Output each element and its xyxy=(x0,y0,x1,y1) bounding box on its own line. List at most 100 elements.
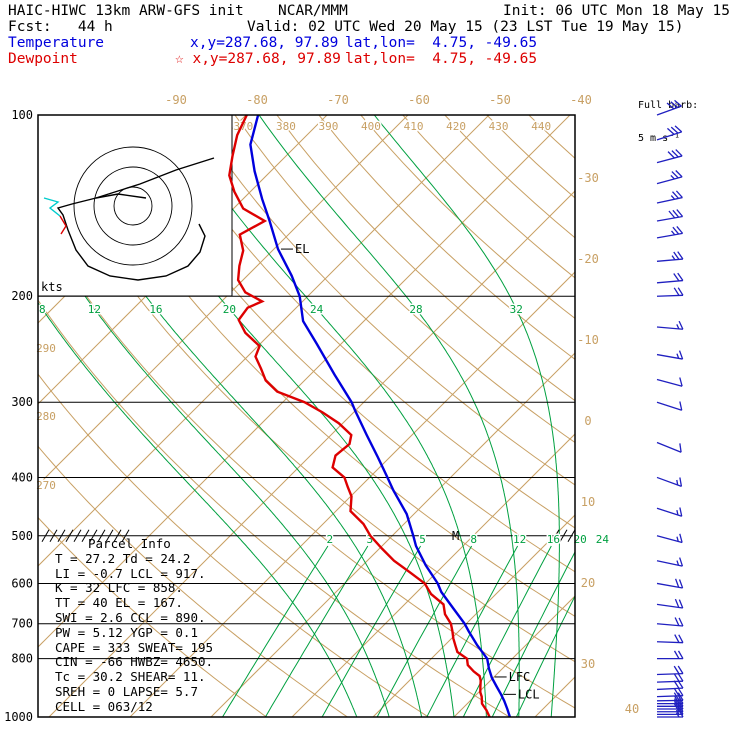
isotherm-label-right: 20 xyxy=(581,576,595,590)
moist-adiabat-label: 20 xyxy=(223,303,236,316)
moist-adiabat-line xyxy=(38,223,390,717)
wind-barb xyxy=(656,209,684,222)
isotherm-label-top: -60 xyxy=(408,93,430,107)
dry-adiabat-label: 440 xyxy=(531,120,551,133)
wind-barb xyxy=(657,700,684,710)
moist-adiabat-label: 32 xyxy=(510,303,523,316)
isotherm-line xyxy=(534,676,575,717)
mixing-ratio-line xyxy=(515,595,575,717)
mixing-ratio-label: 2 xyxy=(327,533,334,546)
pressure-tick-label: 800 xyxy=(11,652,33,666)
wind-barb xyxy=(657,695,684,705)
dewpoint-legend: Dewpoint xyxy=(8,51,78,67)
barb-legend-line2: 5 m s⁻¹ xyxy=(638,133,681,144)
isotherm-line xyxy=(210,352,575,717)
moist-adiabat-label: 8 xyxy=(39,303,46,316)
isotherm-label-top: -90 xyxy=(165,93,187,107)
valid-time: Valid: 02 UTC Wed 20 May 15 (23 LST Tue … xyxy=(247,19,684,35)
wind-barb xyxy=(656,190,683,204)
parcel-row: TT = 40 EL = 167. xyxy=(55,595,183,611)
dry-adiabat-label: 280 xyxy=(36,410,56,423)
dry-adiabat-line xyxy=(360,115,575,320)
dry-adiabat-line xyxy=(38,516,268,717)
isotherm-label-right: 30 xyxy=(581,657,595,671)
dry-adiabat-line xyxy=(38,373,430,717)
isotherm-line xyxy=(453,595,575,717)
mixing-ratio-label: 5 xyxy=(419,533,426,546)
moist-adiabat-label: 28 xyxy=(409,303,422,316)
wind-barb xyxy=(657,708,684,718)
init-time: Init: 06 UTC Mon 18 May 15 xyxy=(503,3,730,19)
isotherm-label-top: -70 xyxy=(327,93,349,107)
cursor-xy-temperature: x,y=287.68, 97.89 xyxy=(190,35,339,51)
parcel-info-rows: T = 27.2 Td = 24.2 LI = -0.7 LCL = 917. K … xyxy=(55,551,214,715)
hodograph-ring xyxy=(113,186,153,226)
parcel-row: CIN = -66 HWBZ= 4650. xyxy=(55,654,214,670)
wind-barb xyxy=(656,578,684,589)
dry-adiabat-line xyxy=(38,140,575,663)
dry-adiabat-line xyxy=(528,115,575,159)
parcel-row: Tc = 30.2 SHEAR= 11. xyxy=(55,669,206,685)
wind-barb xyxy=(656,272,684,284)
parcel-row: LI = -0.7 LCL = 917. xyxy=(55,565,206,581)
cursor-xy-dewpoint: ☆ x,y=287.68, 97.89 xyxy=(175,51,341,67)
dry-adiabat-label: 380 xyxy=(276,120,296,133)
wind-barb xyxy=(657,703,684,713)
hodograph-trace xyxy=(56,193,206,281)
dry-adiabat-label: 270 xyxy=(36,479,56,492)
isotherm-label-right: 0 xyxy=(584,414,591,428)
mixing-ratio-line xyxy=(264,545,369,717)
moist-adiabat-line xyxy=(38,301,358,717)
temperature-curve xyxy=(249,115,512,717)
wind-barb xyxy=(657,698,684,707)
dry-adiabat-label: 400 xyxy=(361,120,381,133)
isotherm-label-right: 10 xyxy=(581,495,595,509)
isotherm-label-right: 40 xyxy=(625,702,639,716)
isotherm-label-right: -20 xyxy=(577,252,599,266)
mixing-ratio-line xyxy=(426,545,519,717)
moist-adiabat-line xyxy=(373,115,560,717)
wind-barb xyxy=(656,476,683,487)
wind-barb xyxy=(657,650,684,660)
center-label: NCAR/MMM xyxy=(278,3,348,19)
el-marker: EL xyxy=(295,242,309,256)
wind-barb xyxy=(656,634,684,644)
dry-adiabat-label: 370 xyxy=(233,120,253,133)
wind-barb xyxy=(656,287,684,297)
parcel-row: CELL = 063/12 xyxy=(55,698,153,714)
mixing-ratio-label: 8 xyxy=(470,533,477,546)
plot-border xyxy=(37,114,576,718)
isotherm-line xyxy=(616,115,740,717)
isotherm-label-right: -30 xyxy=(577,171,599,185)
isotherm-line xyxy=(38,115,409,486)
isotherm-line xyxy=(291,433,575,717)
hodograph-trace xyxy=(59,215,67,235)
mixing-ratio-label: 12 xyxy=(513,533,526,546)
wind-barb xyxy=(656,507,683,517)
hodograph-ring xyxy=(73,146,193,266)
isotherm-label-top: -50 xyxy=(489,93,511,107)
wind-barb xyxy=(656,441,682,453)
dry-adiabat-line xyxy=(66,115,575,617)
wind-barb xyxy=(656,533,683,544)
wind-barb xyxy=(656,401,683,411)
hodograph-trace xyxy=(43,197,61,217)
isotherm-line xyxy=(0,115,3,717)
wind-barb xyxy=(656,350,684,360)
dry-adiabat-line xyxy=(108,115,575,573)
moist-adiabat-line xyxy=(38,123,423,717)
parcel-row: PW = 5.12 YGP = 0.1 xyxy=(55,624,198,640)
hodograph-ring xyxy=(93,166,173,246)
hatch-marks-500 xyxy=(41,529,576,543)
parcel-info-box: Parcel Info T = 27.2 Td = 24.2 LI = -0.7 … xyxy=(55,536,214,715)
wind-barb xyxy=(656,598,684,609)
line-labels: -90 -80 -70 -60 -50 -40 -30 -20 -10 0 10 20 30 40 370 3… xyxy=(35,93,640,716)
dry-adiabat-label: 420 xyxy=(446,120,466,133)
pressure-tick-label: 500 xyxy=(11,529,33,543)
lfc-marker: LFC xyxy=(509,670,531,684)
temperature-legend: Temperature xyxy=(8,35,105,51)
isotherm-label-right: -10 xyxy=(577,333,599,347)
pressure-tick-label: 300 xyxy=(11,395,33,409)
mixing-ratio-label: 16 xyxy=(547,533,560,546)
